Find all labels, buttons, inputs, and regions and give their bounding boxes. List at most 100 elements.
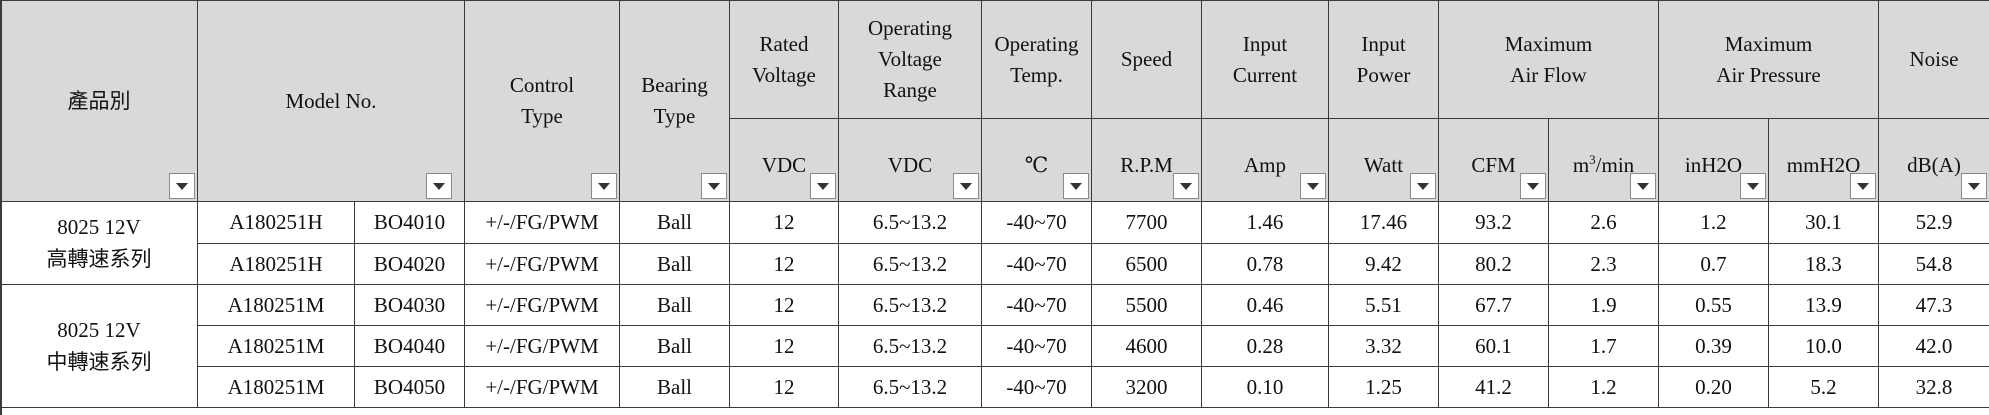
chevron-down-icon	[176, 182, 188, 190]
cell-input-current: 0.28	[1201, 325, 1329, 367]
header-input-power: Input Power	[1328, 0, 1439, 119]
filter-dropdown-button[interactable]	[1520, 173, 1546, 199]
filter-dropdown-button[interactable]	[1850, 173, 1876, 199]
header-label-line: Maximum	[1504, 31, 1593, 56]
cell-mmh2o: 5.2	[1768, 366, 1879, 408]
filter-dropdown-button[interactable]	[426, 173, 452, 199]
cell-operating-voltage: 6.5~13.2	[838, 366, 982, 408]
filter-dropdown-button[interactable]	[1300, 173, 1326, 199]
filter-dropdown-button[interactable]	[591, 173, 617, 199]
cell-speed: 6500	[1091, 243, 1202, 285]
cell-cfm: 80.2	[1438, 243, 1549, 285]
unit-label: Amp	[1244, 152, 1286, 177]
cell-mmh2o: 13.9	[1768, 284, 1879, 326]
header-label-line: Control	[509, 73, 575, 97]
header-label-line: Power	[1356, 62, 1411, 87]
sheet-left-border	[0, 0, 2, 415]
cell-noise: 47.3	[1878, 284, 1989, 326]
cell-rated-voltage: 12	[729, 325, 839, 367]
filter-dropdown-button[interactable]	[953, 173, 979, 199]
cell-model: A180251H	[197, 243, 355, 285]
cell-input-power: 3.32	[1328, 325, 1439, 367]
cell-bearing-type: Ball	[619, 284, 730, 326]
unit-label: CFM	[1471, 152, 1516, 177]
chevron-down-icon	[1527, 182, 1539, 190]
unit-operating-voltage: VDC	[838, 118, 982, 202]
cell-control-type: +/-/FG/PWM	[464, 284, 620, 326]
chevron-down-icon	[598, 182, 610, 190]
header-label-line: Air Flow	[1510, 62, 1587, 87]
unit-part: m	[1572, 152, 1590, 177]
cell-input-current: 0.10	[1201, 366, 1329, 408]
filter-dropdown-button[interactable]	[1740, 173, 1766, 199]
cell-bearing-type: Ball	[619, 325, 730, 367]
cell-mmh2o: 10.0	[1768, 325, 1879, 367]
filter-dropdown-button[interactable]	[169, 173, 195, 199]
header-product: 產品別	[0, 0, 198, 202]
unit-label: Watt	[1363, 152, 1404, 177]
filter-dropdown-button[interactable]	[701, 173, 727, 199]
header-input-current: Input Current	[1201, 0, 1329, 119]
chevron-down-icon	[1307, 182, 1319, 190]
unit-label: mmH2O	[1786, 152, 1861, 177]
cell-bearing-type: Ball	[619, 366, 730, 408]
header-label-line: Range	[883, 78, 937, 102]
unit-label: inH2O	[1684, 152, 1743, 177]
header-label-line: Operating	[868, 16, 952, 40]
header-label-line: Maximum	[1724, 31, 1813, 56]
filter-dropdown-button[interactable]	[1961, 173, 1987, 199]
unit-cfm: CFM	[1438, 118, 1549, 202]
header-max-air-pressure: Maximum Air Pressure	[1658, 0, 1879, 119]
filter-dropdown-button[interactable]	[810, 173, 836, 199]
chevron-down-icon	[817, 182, 829, 190]
cell-bearing-type: Ball	[619, 201, 730, 244]
header-label-line: Air Pressure	[1716, 62, 1821, 87]
header-label-line: Noise	[1909, 47, 1959, 71]
cell-noise: 42.0	[1878, 325, 1989, 367]
cell-control-type: +/-/FG/PWM	[464, 366, 620, 408]
cell-cfm: 60.1	[1438, 325, 1549, 367]
chevron-down-icon	[1968, 182, 1980, 190]
cell-noise: 52.9	[1878, 201, 1989, 244]
cell-rated-voltage: 12	[729, 243, 839, 285]
filter-dropdown-button[interactable]	[1410, 173, 1436, 199]
unit-part: /min	[1595, 152, 1635, 177]
cell-inh2o: 0.55	[1658, 284, 1769, 326]
cell-cfm: 67.7	[1438, 284, 1549, 326]
cell-operating-voltage: 6.5~13.2	[838, 201, 982, 244]
cell-input-power: 9.42	[1328, 243, 1439, 285]
header-label-line: Type	[653, 104, 696, 128]
cell-input-power: 17.46	[1328, 201, 1439, 244]
cell-input-power: 5.51	[1328, 284, 1439, 326]
chevron-down-icon	[1180, 182, 1192, 190]
cell-model: A180251H	[197, 201, 355, 244]
cell-m3-min: 1.9	[1548, 284, 1659, 326]
cell-speed: 3200	[1091, 366, 1202, 408]
unit-inh2o: inH2O	[1658, 118, 1769, 202]
unit-superscript: 3	[1589, 151, 1596, 167]
cell-rated-voltage: 12	[729, 284, 839, 326]
table-row: A180251H BO4020 +/-/FG/PWM Ball 12 6.5~1…	[1, 243, 1989, 285]
filter-dropdown-button[interactable]	[1063, 173, 1089, 199]
header-label-line: Temp.	[1010, 62, 1063, 87]
header-rated-voltage: Rated Voltage	[729, 0, 839, 119]
cell-noise: 54.8	[1878, 243, 1989, 285]
cell-part-no: BO4040	[354, 325, 465, 367]
header-operating-voltage: Operating Voltage Range	[838, 0, 982, 119]
header-model: Model No.	[197, 0, 465, 202]
chevron-down-icon	[708, 182, 720, 190]
unit-mmh2o: mmH2O	[1768, 118, 1879, 202]
header-label-line: Input	[1242, 31, 1288, 56]
header-label-line: Rated	[759, 31, 809, 56]
unit-m3-min: m3/min	[1548, 118, 1659, 202]
cell-operating-voltage: 6.5~13.2	[838, 325, 982, 367]
cell-part-no: BO4010	[354, 201, 465, 244]
cell-model: A180251M	[197, 366, 355, 408]
cell-input-power: 1.25	[1328, 366, 1439, 408]
filter-dropdown-button[interactable]	[1173, 173, 1199, 199]
cell-control-type: +/-/FG/PWM	[464, 325, 620, 367]
filter-dropdown-button[interactable]	[1630, 173, 1656, 199]
category-cell: 8025 12V 高轉速系列	[0, 201, 198, 285]
